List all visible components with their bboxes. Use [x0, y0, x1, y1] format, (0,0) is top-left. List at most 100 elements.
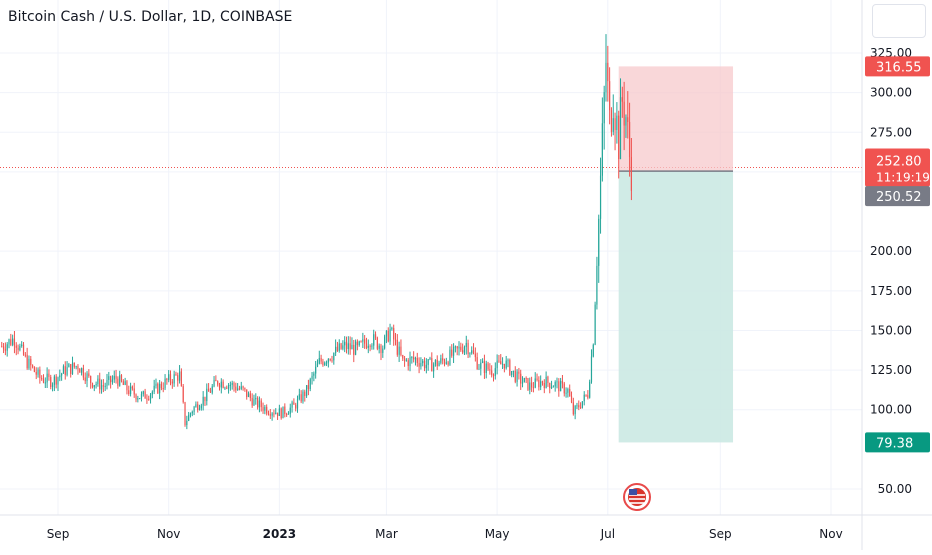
candle-body — [17, 347, 19, 351]
candle-body — [587, 395, 589, 398]
candle-body — [242, 386, 244, 388]
candle-body — [414, 358, 417, 360]
candle-body — [574, 406, 576, 415]
candle-body — [48, 373, 50, 378]
y-tick-label: 200.00 — [870, 244, 912, 258]
candle-body — [133, 388, 135, 395]
candle-body — [155, 383, 157, 386]
candle-body — [71, 362, 74, 374]
candle-body — [198, 408, 201, 411]
candle-body — [394, 339, 397, 341]
stop-price-label: 316.55 — [876, 60, 922, 75]
candle-body — [344, 341, 346, 346]
candle-body — [128, 390, 130, 395]
candle-body — [305, 385, 308, 397]
candle-body — [403, 358, 406, 361]
candle-body — [247, 393, 250, 397]
candle-body — [456, 346, 458, 349]
candle-body — [623, 101, 625, 126]
candle-body — [389, 329, 391, 342]
candle-body — [612, 118, 614, 132]
candle-body — [422, 360, 424, 364]
candle-body — [452, 346, 455, 356]
candle-body — [21, 344, 23, 346]
candle-body — [360, 341, 362, 343]
candle-body — [427, 359, 429, 365]
candle-body — [51, 384, 54, 387]
candle-body — [369, 345, 371, 347]
candle-body — [269, 414, 271, 416]
candle-body — [311, 375, 313, 380]
candle-body — [590, 356, 593, 382]
candle-body — [596, 265, 598, 305]
position-zones[interactable] — [618, 66, 734, 443]
candle-body — [117, 378, 119, 386]
candle-body — [471, 350, 473, 354]
candle-body — [255, 398, 257, 400]
candle-body — [153, 385, 155, 392]
candle-body — [476, 357, 478, 369]
candle-body — [431, 358, 433, 372]
candle-body — [30, 358, 32, 366]
candle-body — [380, 345, 382, 353]
candle-body — [549, 382, 551, 389]
candle-body — [26, 354, 28, 369]
candle-body — [569, 389, 571, 397]
candle-body — [618, 115, 620, 160]
candle-body — [75, 366, 77, 368]
candle-body — [536, 378, 538, 381]
candle-body — [418, 362, 420, 367]
candle-body — [237, 388, 239, 391]
candle-body — [300, 394, 302, 402]
candle-body — [144, 391, 146, 399]
candle-body — [222, 381, 224, 388]
candle-body — [13, 338, 16, 346]
candle-body — [342, 345, 344, 349]
candle-body — [628, 121, 631, 158]
current-price-label: 252.80 — [876, 154, 922, 169]
candle-body — [407, 360, 409, 367]
chart-toolbar-box[interactable] — [872, 4, 926, 38]
candle-body — [324, 362, 326, 366]
candle-body — [186, 420, 188, 426]
candle-body — [420, 363, 422, 367]
candle-body — [149, 394, 152, 400]
candle-body — [521, 382, 524, 384]
candle-body — [88, 373, 90, 377]
candle-body — [598, 218, 600, 266]
x-tick-label: Sep — [47, 527, 70, 541]
target-price-label: 79.38 — [876, 436, 913, 451]
candle-body — [614, 118, 616, 131]
candle-body — [137, 398, 139, 400]
candle-body — [64, 366, 66, 375]
candle-body — [286, 414, 288, 416]
x-tick-label: Nov — [819, 527, 842, 541]
candle-body — [6, 344, 8, 351]
current-price-label-bg — [865, 148, 930, 187]
candle-body — [487, 363, 489, 370]
x-tick-label: 2023 — [263, 527, 296, 541]
candle-body — [387, 330, 389, 342]
y-tick-label: 300.00 — [870, 86, 912, 100]
candle-body — [284, 406, 286, 415]
x-tick-label: Jul — [600, 527, 615, 541]
candle-body — [66, 367, 68, 375]
candle-body — [119, 375, 121, 386]
candle-body — [278, 408, 280, 416]
candle-body — [209, 391, 212, 393]
candle-body — [191, 411, 193, 414]
candle-body — [550, 386, 553, 389]
candle-body — [90, 376, 92, 384]
candle-body — [335, 346, 337, 353]
candle-body — [358, 341, 360, 346]
candle-body — [443, 360, 446, 364]
candle-body — [514, 370, 516, 382]
candle-body — [416, 358, 418, 363]
candle-body — [500, 361, 502, 365]
candle-body — [142, 391, 144, 395]
candle-body — [576, 405, 578, 407]
candle-body — [168, 374, 170, 381]
